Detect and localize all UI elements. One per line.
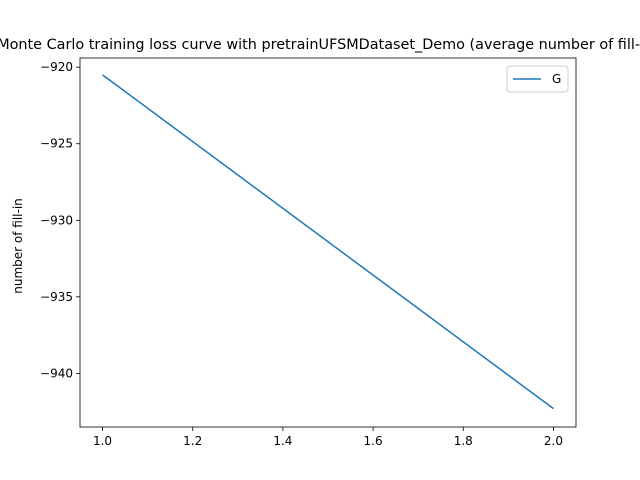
x-tick-label: 1.2 <box>183 434 202 448</box>
x-tick-label: 2.0 <box>544 434 563 448</box>
y-tick-label: −935 <box>40 290 73 304</box>
x-tick-label: 1.0 <box>93 434 112 448</box>
series-line-0 <box>102 74 554 410</box>
x-tick-label: 1.8 <box>454 434 473 448</box>
y-tick-label: −925 <box>40 137 73 151</box>
y-tick-label: −930 <box>40 213 73 227</box>
x-tick-label: 1.6 <box>364 434 383 448</box>
y-tick-label: −940 <box>40 366 73 380</box>
y-axis-label: number of fill-in <box>11 198 25 294</box>
legend-label: G <box>552 72 561 86</box>
x-tick-label: 1.4 <box>273 434 292 448</box>
y-tick-label: −920 <box>40 60 73 74</box>
plot-frame <box>79 57 577 428</box>
chart-title: Monte Carlo training loss curve with pre… <box>0 37 640 53</box>
